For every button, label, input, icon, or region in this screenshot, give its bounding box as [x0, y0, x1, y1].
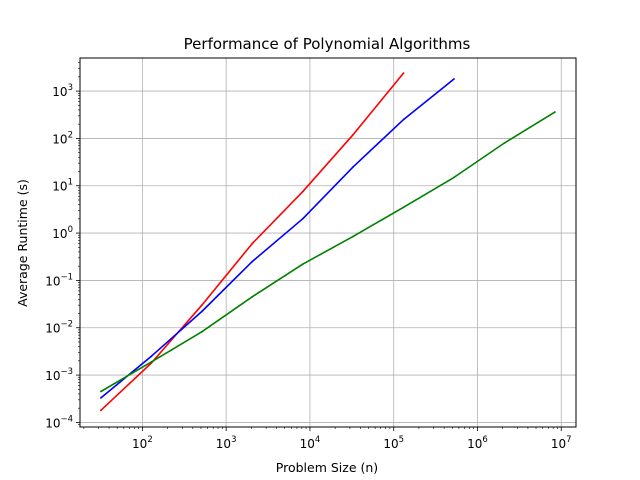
- series-line-3: [100, 111, 556, 393]
- data-point: [251, 295, 254, 298]
- y-tick-label: 10−4: [45, 414, 73, 430]
- x-tick-label: 102: [132, 435, 153, 451]
- y-tick-label: 10−3: [45, 367, 73, 383]
- data-point: [352, 166, 355, 168]
- data-point: [251, 242, 254, 245]
- x-tick-label: 104: [300, 435, 321, 451]
- data-point: [100, 390, 102, 393]
- y-axis-label: Average Runtime (s): [15, 179, 30, 307]
- data-point: [301, 190, 304, 193]
- data-point: [150, 360, 153, 363]
- data-point: [453, 78, 455, 80]
- x-tick-label: 105: [383, 435, 404, 451]
- y-tick-label: 10−1: [45, 272, 73, 288]
- data-point: [352, 133, 355, 136]
- x-tick-label: 103: [216, 435, 237, 451]
- data-point: [200, 304, 203, 307]
- data-point: [402, 206, 405, 209]
- grid: [80, 58, 576, 427]
- y-tick-label: 103: [52, 83, 73, 99]
- data-point: [301, 217, 304, 220]
- data-point: [301, 263, 304, 266]
- data-point: [453, 176, 455, 179]
- data-point: [553, 111, 556, 113]
- chart-title: Performance of Polynomial Algorithms: [184, 35, 471, 53]
- series-group: [100, 72, 556, 412]
- x-tick-label: 107: [551, 435, 572, 451]
- y-tick-label: 100: [52, 225, 73, 241]
- x-axis-label: Problem Size (n): [276, 460, 378, 475]
- series-line-2: [100, 78, 455, 399]
- data-point: [200, 330, 203, 333]
- data-point: [100, 409, 102, 412]
- data-point: [150, 355, 153, 358]
- data-point: [402, 72, 405, 74]
- x-tick-label: 106: [467, 435, 488, 451]
- data-point: [200, 310, 203, 313]
- data-point: [402, 118, 405, 121]
- y-tick-label: 10−2: [45, 320, 73, 336]
- data-point: [503, 142, 506, 144]
- y-tick-label: 101: [52, 178, 73, 194]
- data-point: [352, 235, 355, 238]
- y-tick-label: 102: [52, 130, 73, 146]
- data-point: [251, 260, 254, 263]
- ticks: 102 103 104 105 106 107 10−4 10−3 10−2 10−1 100 101…: [45, 62, 572, 451]
- data-point: [100, 396, 102, 399]
- plot-frame: [79, 57, 577, 428]
